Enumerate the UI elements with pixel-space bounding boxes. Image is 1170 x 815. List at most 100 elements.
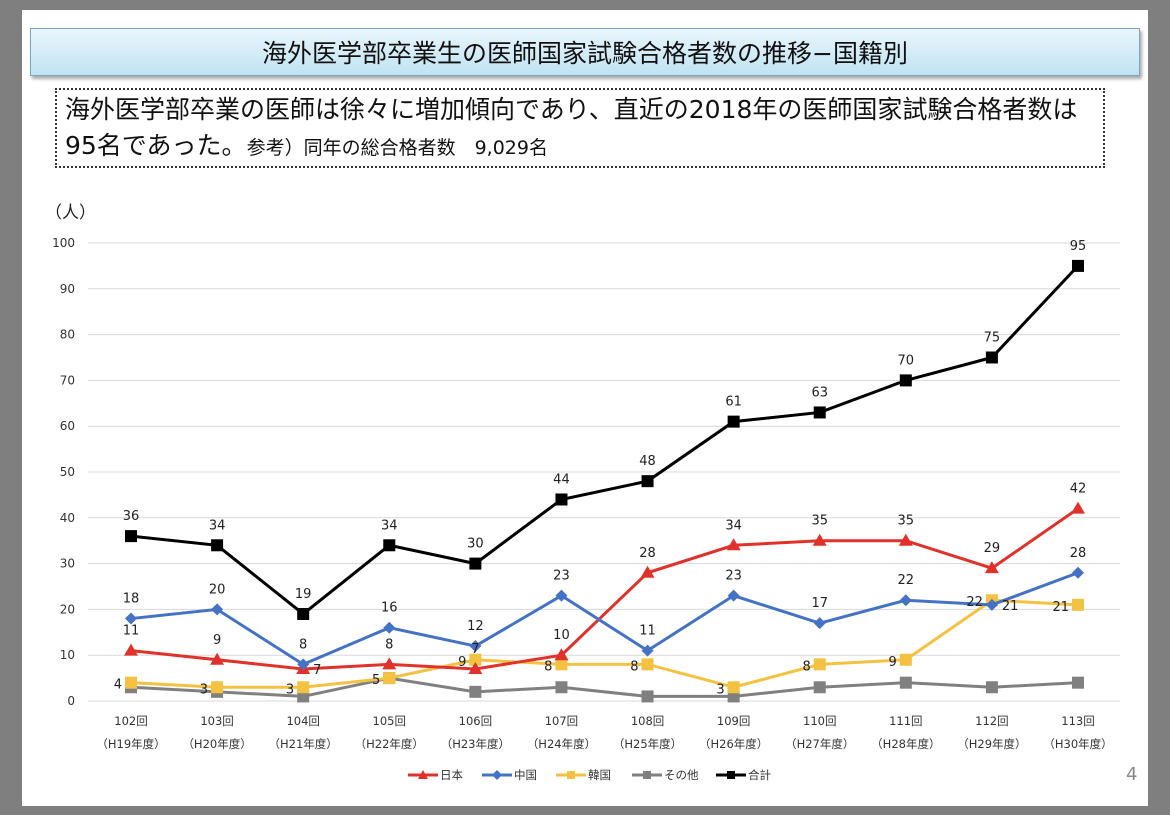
y-tick-label: 30 [60, 557, 75, 571]
marker-日本 [812, 533, 827, 546]
x-tick-sublabel: （H30年度） [1043, 737, 1112, 751]
data-label: 3 [286, 682, 294, 697]
marker-中国 [899, 594, 912, 607]
x-tick-label: 111回 [889, 714, 922, 728]
data-label: 44 [553, 472, 570, 487]
marker-中国 [469, 640, 482, 653]
x-tick-label: 107回 [545, 714, 578, 728]
legend-marker [492, 770, 502, 780]
marker-合計 [727, 415, 740, 428]
data-label: 3 [716, 682, 724, 697]
series-line-韓国 [130, 598, 1079, 689]
x-tick-sublabel: （H26年度） [699, 737, 768, 751]
data-label: 9 [889, 655, 897, 670]
legend-marker [643, 771, 651, 779]
data-label: 19 [295, 587, 312, 602]
legend-label: 合計 [748, 768, 771, 782]
x-tick-label: 113回 [1061, 714, 1094, 728]
data-label: 61 [725, 395, 742, 410]
marker-日本 [898, 533, 913, 546]
legend-marker [418, 770, 428, 779]
series-line-中国 [130, 571, 1079, 667]
slide-title: 海外医学部卒業生の医師国家試験合格者数の推移−国籍別 [30, 28, 1140, 76]
marker-合計 [555, 493, 568, 506]
x-tick-sublabel: （H21年度） [269, 737, 338, 751]
marker-中国 [1072, 566, 1084, 579]
data-label: 16 [381, 601, 398, 616]
legend-label: 中国 [514, 768, 537, 782]
marker-合計 [211, 539, 224, 552]
data-label: 10 [553, 628, 570, 643]
marker-合計 [985, 351, 998, 364]
marker-日本 [984, 561, 999, 574]
marker-その他 [727, 690, 740, 703]
data-label: 34 [209, 518, 226, 533]
marker-その他 [899, 676, 912, 689]
marker-その他 [469, 685, 482, 698]
series-line-日本 [130, 507, 1079, 671]
y-tick-label: 100 [52, 236, 75, 250]
marker-韓国 [899, 653, 912, 666]
x-tick-sublabel: （H19年度） [96, 737, 165, 751]
x-tick-sublabel: （H29年度） [957, 737, 1026, 751]
marker-韓国 [211, 681, 224, 694]
marker-韓国 [727, 681, 740, 694]
data-label: 23 [725, 569, 742, 584]
marker-中国 [727, 589, 740, 602]
x-tick-sublabel: （H25年度） [613, 737, 682, 751]
data-label: 35 [811, 514, 828, 529]
x-tick-sublabel: （H24年度） [527, 737, 596, 751]
x-tick-sublabel: （H20年度） [182, 737, 251, 751]
data-label: 22 [898, 573, 915, 588]
x-tick-label: 106回 [459, 714, 492, 728]
marker-中国 [383, 621, 396, 634]
marker-日本 [382, 657, 397, 670]
data-label: 75 [984, 331, 1001, 346]
legend-label: 韓国 [588, 768, 611, 782]
summary-box: 海外医学部卒業の医師は徐々に増加傾向であり、直近の2018年の医師国家試験合格者… [55, 88, 1105, 168]
marker-合計 [641, 475, 654, 488]
summary-reference: 参考）同年の総合格者数 9,029名 [246, 137, 548, 159]
marker-合計 [297, 607, 310, 620]
marker-韓国 [383, 672, 396, 685]
x-tick-label: 105回 [373, 714, 406, 728]
marker-日本 [554, 648, 569, 661]
data-label: 34 [381, 518, 398, 533]
data-label: 5 [372, 673, 380, 688]
marker-その他 [985, 681, 998, 694]
legend-marker [567, 771, 575, 779]
data-label: 36 [123, 509, 140, 524]
marker-韓国 [555, 658, 568, 671]
x-tick-sublabel: （H23年度） [441, 737, 510, 751]
marker-中国 [297, 658, 310, 671]
series-line-その他 [130, 676, 1079, 698]
marker-日本 [124, 643, 138, 656]
legend-label: その他 [664, 768, 699, 782]
marker-合計 [899, 374, 912, 387]
marker-中国 [211, 603, 224, 616]
data-label: 20 [209, 582, 226, 597]
marker-その他 [297, 690, 310, 703]
data-label: 22 [966, 595, 983, 610]
y-tick-label: 20 [60, 602, 75, 616]
data-label: 9 [458, 655, 466, 670]
x-tick-label: 110回 [803, 714, 836, 728]
data-label: 42 [1070, 482, 1087, 497]
data-label: 28 [1070, 546, 1087, 561]
marker-日本 [726, 538, 741, 551]
marker-合計 [125, 530, 137, 543]
data-label: 21 [1052, 600, 1069, 615]
marker-その他 [1072, 676, 1084, 689]
data-label: 7 [471, 642, 479, 657]
data-label: 34 [725, 518, 742, 533]
data-label: 11 [639, 624, 656, 639]
x-tick-label: 108回 [631, 714, 664, 728]
page-number: 4 [1126, 764, 1138, 785]
data-label: 18 [123, 592, 140, 607]
marker-中国 [641, 644, 654, 657]
data-label: 8 [299, 637, 307, 652]
y-tick-label: 90 [60, 282, 75, 296]
marker-合計 [469, 557, 482, 570]
y-tick-label: 50 [60, 465, 75, 479]
